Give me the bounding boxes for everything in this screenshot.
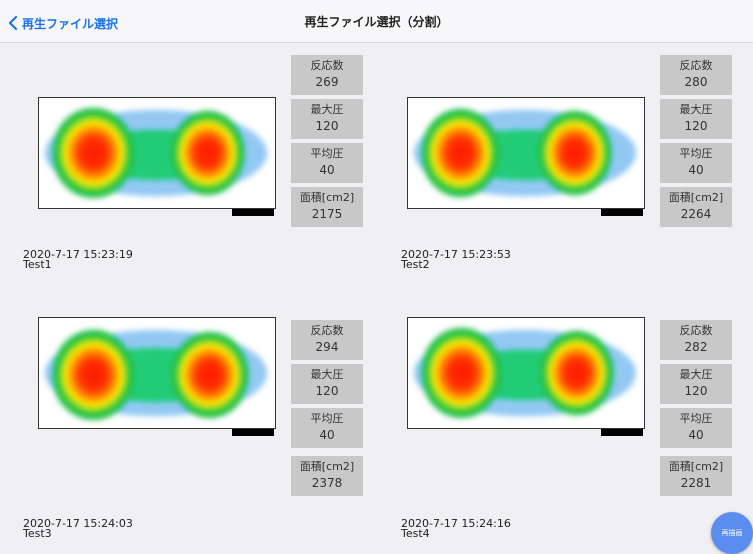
area-stat: 面積[cm2] 2378 <box>291 456 363 496</box>
max-pressure-value: 120 <box>315 384 339 398</box>
panel-caption: 2020-7-17 15:24:16 Test4 <box>401 517 511 540</box>
reactions-stat: 反応数 269 <box>291 55 363 95</box>
panel-caption: 2020-7-17 15:23:53 Test2 <box>401 248 511 271</box>
max-pressure-stat: 最大圧 120 <box>660 364 732 404</box>
avg-pressure-label: 平均圧 <box>310 147 344 160</box>
area-label: 面積[cm2] <box>299 460 355 473</box>
avg-pressure-value: 40 <box>319 163 335 177</box>
avg-pressure-value: 40 <box>319 428 335 442</box>
back-button[interactable]: 再生ファイル選択 <box>8 13 118 33</box>
redraw-button-label: 再描画 <box>721 529 743 537</box>
file-name: Test3 <box>23 527 52 540</box>
area-stat: 面積[cm2] 2281 <box>660 456 732 496</box>
avg-pressure-stat: 平均圧 40 <box>660 143 732 183</box>
panel-caption: 2020-7-17 15:23:19 Test1 <box>23 248 133 271</box>
navigation-bar: 再生ファイル選択 再生ファイル選択（分割） <box>0 0 753 43</box>
chevron-left-icon <box>8 16 18 30</box>
reactions-value: 294 <box>315 340 339 354</box>
file-name: Test2 <box>401 258 430 271</box>
redraw-button[interactable]: 再描画 <box>711 512 753 554</box>
page-title: 再生ファイル選択（分割） <box>304 15 449 29</box>
reactions-label: 反応数 <box>679 324 713 337</box>
file-name: Test1 <box>23 258 52 271</box>
area-stat: 面積[cm2] 2264 <box>660 187 732 227</box>
pressure-heatmap <box>38 97 276 209</box>
reactions-stat: 反応数 282 <box>660 320 732 360</box>
timestamp: 2020-7-17 15:24:03 <box>23 517 133 530</box>
avg-pressure-value: 40 <box>688 163 704 177</box>
pressure-heatmap <box>407 97 645 209</box>
timestamp: 2020-7-17 15:23:19 <box>23 248 133 261</box>
measurement-panel-2[interactable]: 反応数 280 最大圧 120 平均圧 40 面積[cm2] 2264 2020… <box>369 42 745 298</box>
max-pressure-label: 最大圧 <box>310 368 344 381</box>
reactions-label: 反応数 <box>679 59 713 72</box>
timestamp: 2020-7-17 15:23:53 <box>401 248 511 261</box>
area-value: 2175 <box>311 207 343 221</box>
max-pressure-value: 120 <box>315 119 339 133</box>
avg-pressure-label: 平均圧 <box>679 412 713 425</box>
max-pressure-label: 最大圧 <box>310 103 344 116</box>
measurement-panel-4[interactable]: 反応数 282 最大圧 120 平均圧 40 面積[cm2] 2281 2020… <box>369 275 745 539</box>
area-label: 面積[cm2] <box>668 191 724 204</box>
area-value: 2264 <box>680 207 712 221</box>
reactions-stat: 反応数 280 <box>660 55 732 95</box>
avg-pressure-stat: 平均圧 40 <box>291 143 363 183</box>
max-pressure-label: 最大圧 <box>679 368 713 381</box>
measurement-panel-3[interactable]: 反応数 294 最大圧 120 平均圧 40 面積[cm2] 2378 2020… <box>0 275 376 539</box>
area-label: 面積[cm2] <box>668 460 724 473</box>
scale-bar <box>601 429 643 436</box>
avg-pressure-label: 平均圧 <box>310 412 344 425</box>
max-pressure-stat: 最大圧 120 <box>291 364 363 404</box>
reactions-stat: 反応数 294 <box>291 320 363 360</box>
panel-caption: 2020-7-17 15:24:03 Test3 <box>23 517 133 540</box>
reactions-label: 反応数 <box>310 324 344 337</box>
max-pressure-value: 120 <box>684 119 708 133</box>
max-pressure-stat: 最大圧 120 <box>291 99 363 139</box>
avg-pressure-label: 平均圧 <box>679 147 713 160</box>
scale-bar <box>601 209 643 216</box>
reactions-value: 269 <box>315 75 339 89</box>
avg-pressure-value: 40 <box>688 428 704 442</box>
file-name: Test4 <box>401 527 430 540</box>
area-value: 2281 <box>680 476 712 490</box>
reactions-label: 反応数 <box>310 59 344 72</box>
reactions-value: 280 <box>684 75 708 89</box>
pressure-heatmap <box>407 317 645 429</box>
pressure-heatmap <box>38 317 276 429</box>
measurement-panel-1[interactable]: 反応数 269 最大圧 120 平均圧 40 面積[cm2] 2175 2020… <box>0 42 376 298</box>
back-button-label: 再生ファイル選択 <box>22 16 119 31</box>
max-pressure-value: 120 <box>684 384 708 398</box>
max-pressure-label: 最大圧 <box>679 103 713 116</box>
avg-pressure-stat: 平均圧 40 <box>291 408 363 448</box>
scale-bar <box>232 209 274 216</box>
max-pressure-stat: 最大圧 120 <box>660 99 732 139</box>
timestamp: 2020-7-17 15:24:16 <box>401 517 511 530</box>
avg-pressure-stat: 平均圧 40 <box>660 408 732 448</box>
area-value: 2378 <box>311 476 343 490</box>
reactions-value: 282 <box>684 340 708 354</box>
area-label: 面積[cm2] <box>299 191 355 204</box>
area-stat: 面積[cm2] 2175 <box>291 187 363 227</box>
scale-bar <box>232 429 274 436</box>
